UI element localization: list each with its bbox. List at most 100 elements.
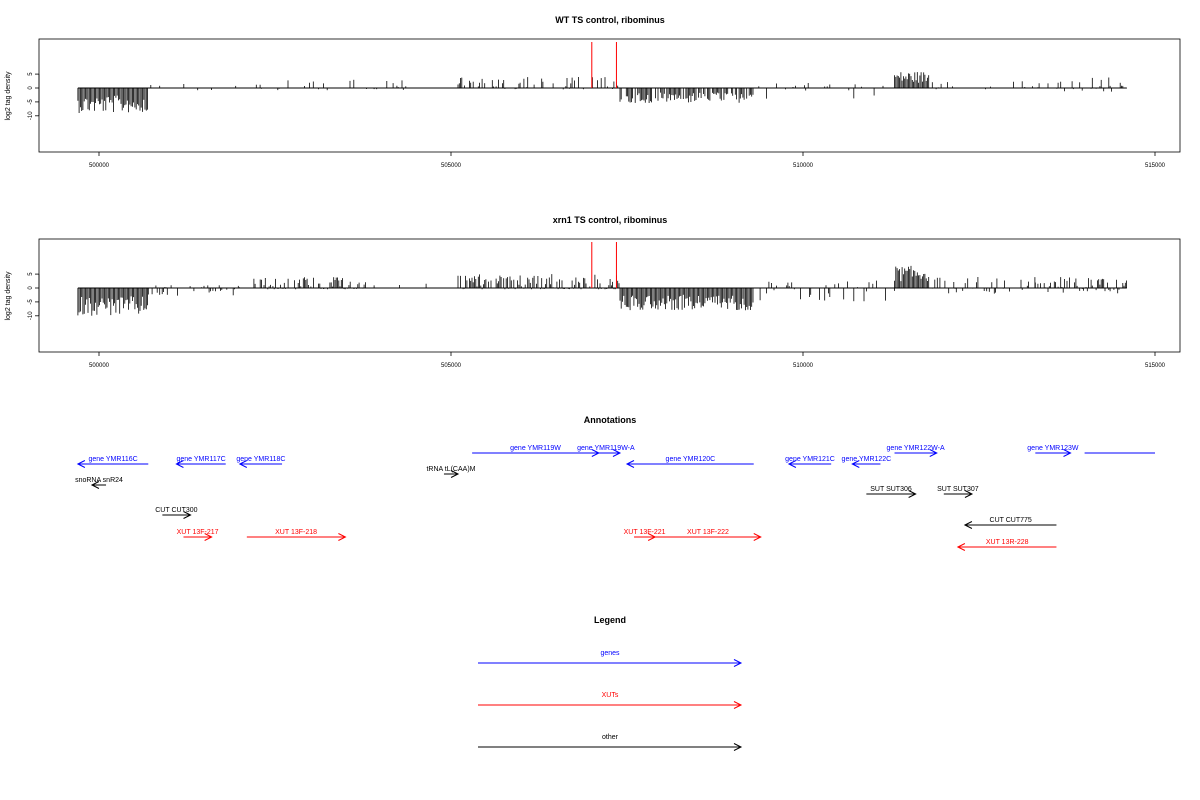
annotation-feature: gene YMR117C xyxy=(175,456,226,468)
feature-label: snoRNA snR24 xyxy=(75,477,123,484)
legend-title: Legend xyxy=(594,615,626,625)
feature-label: gene YMR122C xyxy=(842,456,892,463)
annotation-feature: gene YMR122W-A xyxy=(887,445,945,457)
legend-item: genes xyxy=(478,650,743,667)
track-title-wt: WT TS control, ribominus xyxy=(555,15,665,25)
feature-label: XUT 13F-221 xyxy=(624,529,666,536)
feature-arrowhead xyxy=(929,449,938,457)
feature-label: gene YMR118C xyxy=(236,456,285,463)
feature-arrowhead xyxy=(76,460,86,468)
legend-label: genes xyxy=(600,650,620,657)
annotation-feature: gene YMR123W xyxy=(1027,445,1079,457)
x-tick-label: 515000 xyxy=(1145,163,1166,169)
annotation-feature: XUT 13F-218 xyxy=(246,529,347,541)
feature-arrowhead xyxy=(851,460,860,468)
track-panel-xrn1: xrn1 TS control, ribominus 5 0 -5 -10 50000… xyxy=(5,215,1181,369)
feature-arrowhead xyxy=(175,460,184,468)
x-tick-label: 505000 xyxy=(441,363,462,369)
annotation-feature: SUT SUT306 xyxy=(866,486,917,498)
y-tick-label: 0 xyxy=(28,286,34,290)
y-tick-label: -5 xyxy=(28,99,34,105)
density-bars-xrn1 xyxy=(77,242,1127,316)
feature-arrowhead xyxy=(908,490,917,498)
annotation-feature: CUT CUT300 xyxy=(155,507,198,519)
legend-items: genes XUTs other xyxy=(478,650,743,751)
plot-frame-xrn1 xyxy=(38,238,1181,353)
feature-arrowhead xyxy=(753,533,762,541)
feature-label: gene YMR116C xyxy=(89,456,138,463)
feature-arrowhead xyxy=(1063,449,1072,457)
feature-arrowhead xyxy=(956,543,966,551)
feature-label: gene YMR117C xyxy=(177,456,226,463)
x-tick-label: 500000 xyxy=(89,363,110,369)
y-tick-label: 0 xyxy=(28,86,34,90)
x-tick-label: 505000 xyxy=(441,163,462,169)
annotation-feature: XUT 13F-222 xyxy=(655,529,762,541)
feature-label: gene YMR120C xyxy=(666,456,716,463)
feature-arrowhead xyxy=(450,470,460,478)
feature-label: CUT CUT775 xyxy=(990,517,1032,524)
plot-frame-wt xyxy=(38,38,1181,153)
feature-label: CUT CUT300 xyxy=(155,507,197,514)
feature-arrowhead xyxy=(625,460,635,468)
legend-label: other xyxy=(602,734,619,741)
x-axis-wt: 500000 505000 510000 515000 xyxy=(89,152,1166,169)
y-axis-wt: 5 0 -5 -10 xyxy=(28,72,40,120)
feature-arrowhead xyxy=(204,533,213,541)
x-axis-xrn1: 500000 505000 510000 515000 xyxy=(89,352,1166,369)
legend-item: other xyxy=(478,734,743,751)
feature-arrowhead xyxy=(90,481,100,489)
annotation-feature: gene YMR116C xyxy=(76,456,149,468)
y-axis-label-wt: log2 tag density xyxy=(5,71,12,121)
feature-label: XUT 13F-218 xyxy=(275,529,317,536)
legend: Legend genes XUTs other xyxy=(478,615,743,751)
legend-label: XUTs xyxy=(602,692,619,699)
y-tick-label: 5 xyxy=(28,272,34,276)
y-tick-label: 5 xyxy=(28,72,34,76)
annotation-feature: gene YMR118C xyxy=(236,456,285,468)
y-axis-label-xrn1: log2 tag density xyxy=(5,271,12,321)
x-tick-label: 510000 xyxy=(793,363,814,369)
x-tick-label: 510000 xyxy=(793,163,814,169)
feature-arrowhead xyxy=(963,521,973,529)
annotation-feature: XUT 13F-217 xyxy=(177,529,219,541)
feature-arrowhead xyxy=(612,449,622,457)
feature-label: SUT SUT306 xyxy=(870,486,912,493)
annotation-feature: gene YMR121C xyxy=(785,456,835,468)
annotation-feature: CUT CUT775 xyxy=(963,517,1057,529)
x-tick-label: 500000 xyxy=(89,163,110,169)
feature-arrowhead xyxy=(787,460,797,468)
track-title-xrn1: xrn1 TS control, ribominus xyxy=(553,215,668,225)
annotation-feature: gene YMR122C xyxy=(842,456,892,468)
annotations-title: Annotations xyxy=(584,415,637,425)
legend-arrowhead xyxy=(733,659,743,667)
track-panel-wt: WT TS control, ribominus 50-5-10 500000 5… xyxy=(5,15,1181,169)
annotation-feature: SUT SUT307 xyxy=(937,486,979,498)
annotation-features: gene YMR116C gene YMR117C gene YMR118C gene… xyxy=(75,445,1155,551)
feature-label: XUT 13F-222 xyxy=(687,529,729,536)
feature-label: gene YMR123W xyxy=(1027,445,1079,452)
annotation-feature: snoRNA snR24 xyxy=(75,477,123,489)
legend-item: XUTs xyxy=(478,692,743,709)
legend-arrowhead xyxy=(733,743,743,751)
y-tick-label: -10 xyxy=(28,311,34,320)
annotation-feature: XUT 13R-228 xyxy=(956,539,1057,551)
y-tick-label: -5 xyxy=(28,299,34,305)
feature-label: gene YMR121C xyxy=(785,456,835,463)
annotation-track: Annotations gene YMR116C gene YMR117C gene… xyxy=(75,415,1155,551)
y-axis-xrn1: 5 0 -5 -10 xyxy=(28,272,40,320)
x-tick-label: 515000 xyxy=(1145,363,1166,369)
feature-arrowhead xyxy=(238,460,248,468)
legend-arrowhead xyxy=(733,701,743,709)
feature-arrowhead xyxy=(964,490,974,498)
y-tick-label: -10 xyxy=(28,111,34,120)
annotation-feature: gene YMR120C xyxy=(625,456,754,468)
feature-label: XUT 13F-217 xyxy=(177,529,219,536)
feature-arrowhead xyxy=(183,511,192,519)
feature-label: XUT 13R-228 xyxy=(986,539,1029,546)
annotation-feature: gene YMR119W-A xyxy=(577,445,635,457)
feature-arrowhead xyxy=(338,533,347,541)
annotation-feature: XUT 13F-221 xyxy=(624,529,666,541)
feature-label: gene YMR119W-A xyxy=(577,445,635,452)
